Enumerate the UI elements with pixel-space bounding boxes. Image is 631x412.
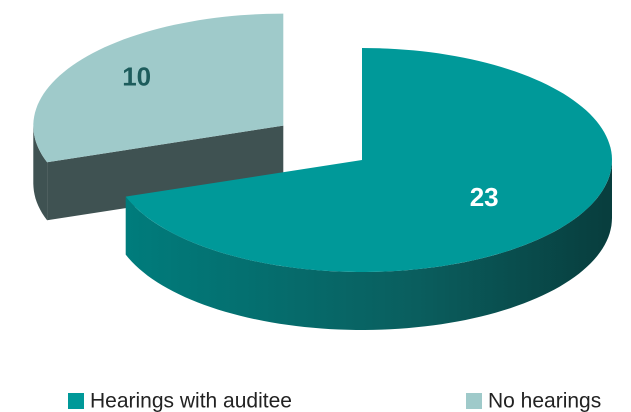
legend-label: Hearings with auditee: [90, 390, 292, 412]
slice-side: [125, 160, 612, 330]
data-label: 23: [470, 182, 499, 212]
legend-swatch: [466, 393, 482, 409]
legend-label: No hearings: [488, 390, 601, 412]
slice: [33, 13, 284, 163]
slice-face: [47, 125, 284, 221]
data-label: 10: [122, 62, 151, 92]
legend-swatch: [68, 393, 84, 409]
slice: [125, 48, 612, 272]
slice-side: [33, 125, 48, 221]
